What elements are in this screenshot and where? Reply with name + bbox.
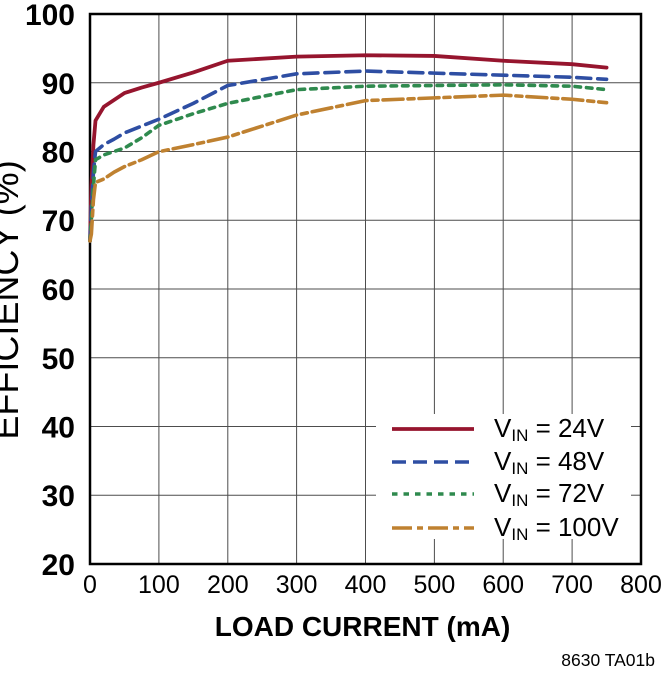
svg-text:60: 60	[42, 274, 75, 307]
svg-text:VIN = 72V: VIN = 72V	[494, 478, 605, 510]
svg-text:100: 100	[138, 571, 180, 599]
svg-text:30: 30	[42, 480, 75, 513]
svg-text:90: 90	[42, 68, 75, 101]
svg-text:200: 200	[207, 571, 249, 599]
svg-text:50: 50	[42, 343, 75, 376]
svg-text:0: 0	[83, 571, 97, 599]
svg-text:300: 300	[276, 571, 318, 599]
svg-text:EFFICIENCY (%): EFFICIENCY (%)	[0, 160, 26, 439]
svg-text:600: 600	[482, 571, 524, 599]
svg-text:LOAD CURRENT (mA): LOAD CURRENT (mA)	[215, 611, 511, 642]
svg-text:8630 TA01b: 8630 TA01b	[561, 650, 655, 670]
svg-text:20: 20	[42, 549, 75, 582]
svg-text:400: 400	[345, 571, 387, 599]
svg-text:VIN = 24V: VIN = 24V	[494, 413, 605, 445]
svg-text:100: 100	[25, 0, 75, 32]
svg-text:700: 700	[551, 571, 593, 599]
svg-text:VIN = 48V: VIN = 48V	[494, 446, 605, 478]
svg-text:40: 40	[42, 412, 75, 445]
svg-text:80: 80	[42, 137, 75, 170]
svg-text:70: 70	[42, 205, 75, 238]
svg-text:500: 500	[414, 571, 456, 599]
svg-text:800: 800	[620, 571, 662, 599]
